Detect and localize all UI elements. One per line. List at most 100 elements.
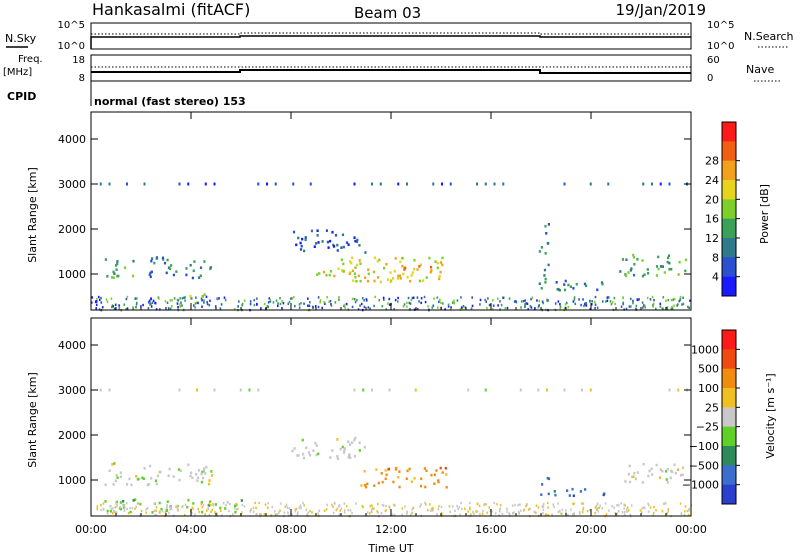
data-cell bbox=[681, 303, 683, 306]
data-cell bbox=[679, 502, 682, 505]
data-cell bbox=[341, 269, 344, 272]
data-cell bbox=[195, 296, 197, 299]
data-cell bbox=[374, 295, 376, 299]
data-cell bbox=[412, 267, 416, 271]
data-cell bbox=[537, 304, 540, 308]
data-cell bbox=[299, 248, 303, 251]
data-cell bbox=[353, 182, 356, 186]
data-cell bbox=[331, 230, 334, 234]
data-cell bbox=[501, 512, 504, 516]
data-cell bbox=[149, 302, 152, 305]
data-cell bbox=[358, 259, 361, 262]
data-cell bbox=[423, 295, 426, 299]
data-cell bbox=[584, 488, 587, 491]
data-cell bbox=[553, 490, 556, 493]
data-cell bbox=[279, 296, 281, 300]
data-cell bbox=[591, 300, 593, 303]
data-cell bbox=[537, 506, 540, 509]
data-cell bbox=[96, 505, 99, 508]
data-cell bbox=[255, 506, 257, 510]
data-cell bbox=[665, 299, 667, 302]
data-cell bbox=[652, 302, 655, 305]
data-cell bbox=[316, 229, 319, 233]
data-cell bbox=[155, 505, 158, 509]
data-cell bbox=[596, 502, 599, 505]
data-cell bbox=[441, 263, 444, 267]
data-cell bbox=[496, 503, 498, 506]
colorbar-swatch bbox=[722, 122, 736, 142]
data-cell bbox=[650, 467, 653, 471]
data-cell bbox=[540, 493, 543, 496]
data-cell bbox=[434, 260, 437, 263]
data-cell bbox=[171, 299, 173, 302]
data-cell bbox=[325, 508, 328, 511]
data-cell bbox=[125, 297, 128, 301]
data-cell bbox=[142, 477, 145, 481]
data-cell bbox=[132, 307, 135, 310]
data-cell bbox=[208, 479, 211, 482]
data-cell bbox=[478, 504, 481, 508]
data-cell bbox=[315, 444, 318, 447]
data-cell bbox=[136, 502, 139, 505]
data-cell bbox=[649, 298, 652, 301]
data-cell bbox=[589, 388, 592, 392]
data-cell bbox=[341, 445, 344, 449]
data-cell bbox=[433, 473, 436, 477]
data-cell bbox=[274, 182, 277, 186]
data-cell bbox=[309, 453, 312, 457]
data-cell bbox=[165, 271, 168, 275]
data-cell bbox=[393, 504, 396, 507]
data-cell bbox=[665, 478, 668, 481]
data-cell bbox=[676, 468, 680, 472]
data-cell bbox=[387, 467, 391, 471]
data-cell bbox=[544, 224, 547, 228]
data-cell bbox=[100, 503, 102, 507]
data-cell bbox=[464, 507, 466, 511]
data-cell bbox=[111, 276, 114, 279]
data-cell bbox=[450, 306, 452, 309]
data-cell bbox=[277, 302, 279, 305]
data-cell bbox=[614, 512, 617, 515]
data-cell bbox=[431, 306, 434, 309]
data-cell bbox=[661, 307, 664, 310]
data-cell bbox=[138, 502, 140, 505]
data-cell bbox=[384, 509, 387, 513]
data-cell bbox=[135, 474, 138, 478]
colorbar-tick-label: −500 bbox=[689, 459, 719, 472]
data-cell bbox=[375, 468, 378, 471]
data-cell bbox=[135, 306, 137, 309]
data-cell bbox=[511, 504, 514, 507]
data-cell bbox=[636, 257, 639, 261]
data-cell bbox=[547, 263, 550, 267]
data-cell bbox=[410, 513, 412, 517]
data-cell bbox=[106, 300, 109, 304]
data-cell bbox=[537, 388, 540, 392]
data-cell bbox=[243, 505, 246, 508]
data-cell bbox=[299, 241, 302, 245]
data-cell bbox=[269, 298, 272, 302]
data-cell bbox=[166, 506, 168, 509]
data-cell bbox=[218, 297, 220, 300]
data-cell bbox=[406, 305, 408, 308]
data-cell bbox=[347, 440, 350, 444]
data-cell bbox=[276, 304, 279, 308]
data-cell bbox=[622, 296, 624, 299]
data-cell bbox=[160, 507, 163, 511]
y-tick-label: 1000 bbox=[58, 268, 86, 281]
station-title: Hankasalmi (fitACF) bbox=[92, 0, 250, 19]
data-cell bbox=[471, 296, 473, 299]
data-cell bbox=[161, 256, 165, 260]
data-cell bbox=[513, 300, 516, 303]
data-cell bbox=[264, 503, 267, 506]
data-cell bbox=[642, 506, 645, 509]
data-cell bbox=[670, 267, 673, 271]
data-cell bbox=[378, 299, 381, 302]
data-cell bbox=[435, 469, 438, 472]
data-cell bbox=[670, 307, 673, 310]
data-cell bbox=[326, 296, 328, 299]
data-cell bbox=[351, 511, 353, 515]
data-cell bbox=[205, 509, 208, 512]
x-tick-label: 12:00 bbox=[375, 523, 407, 536]
data-cell bbox=[353, 388, 356, 392]
data-cell bbox=[623, 510, 626, 514]
